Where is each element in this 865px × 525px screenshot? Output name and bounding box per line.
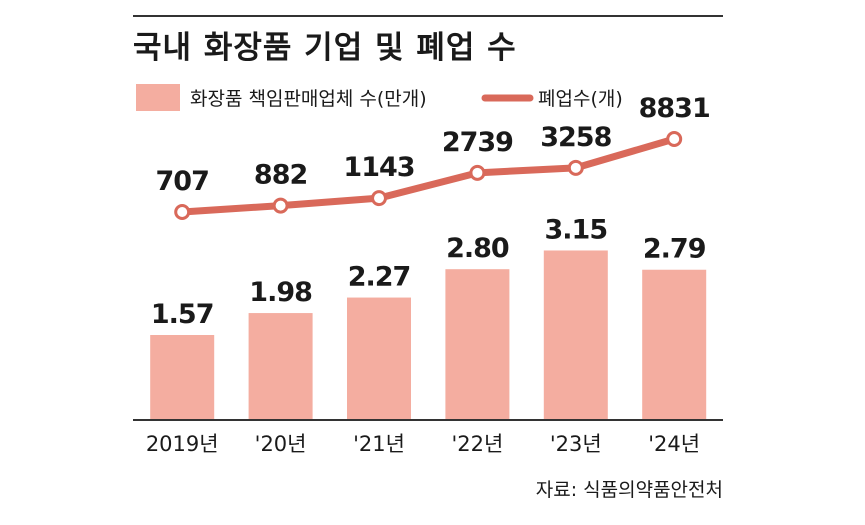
bar-value-labels: 1.57 1.98 2.27 2.80 3.15 2.79 [151,214,707,330]
line-value-labels: 707 882 1143 2739 3258 8831 [156,93,711,197]
line-point [469,164,486,181]
legend-bar-swatch [136,84,180,111]
bar-value-label: 1.57 [151,299,214,330]
bar [642,269,707,419]
x-tick-label: '24년 [648,432,700,456]
legend-bar-label: 화장품 책임판매업체 수(만개) [190,88,427,110]
bar [543,250,608,419]
bar-value-label: 2.27 [348,262,411,293]
line-value-label: 8831 [639,93,710,124]
line-path [178,135,678,216]
line-value-label: 707 [156,166,209,197]
line-value-label: 882 [254,160,307,191]
bar-series [150,250,707,419]
line-series [174,131,683,220]
bar [347,297,411,419]
x-tick-labels: 2019년 '20년 '21년 '22년 '23년 '24년 [146,432,700,456]
line-point [666,131,683,147]
bar-value-label: 3.15 [544,214,607,245]
line-point [371,190,387,207]
x-tick-label: '23년 [550,432,602,456]
legend: 화장품 책임판매업체 수(만개) 폐업수(개) [136,84,623,111]
x-tick-label: 2019년 [146,432,219,456]
bar [150,335,215,419]
bar [248,313,313,419]
x-tick-label: '21년 [353,432,405,456]
line-value-label: 3258 [540,122,611,153]
legend-line-label: 폐업수(개) [538,88,623,110]
line-value-label: 1143 [343,152,414,183]
x-tick-label: '22년 [451,432,503,456]
bar-value-label: 1.98 [249,277,312,308]
source-note: 자료: 식품의약품안전처 [536,479,723,501]
line-point [272,197,289,214]
line-point [174,204,191,220]
chart-title: 국내 화장품 기업 및 폐업 수 [133,30,517,66]
line-value-label: 2739 [442,127,513,158]
x-tick-label: '20년 [255,432,307,456]
bar [445,269,510,419]
line-point [567,159,584,176]
bar-value-label: 2.80 [446,233,509,264]
bar-value-label: 2.79 [643,234,706,265]
